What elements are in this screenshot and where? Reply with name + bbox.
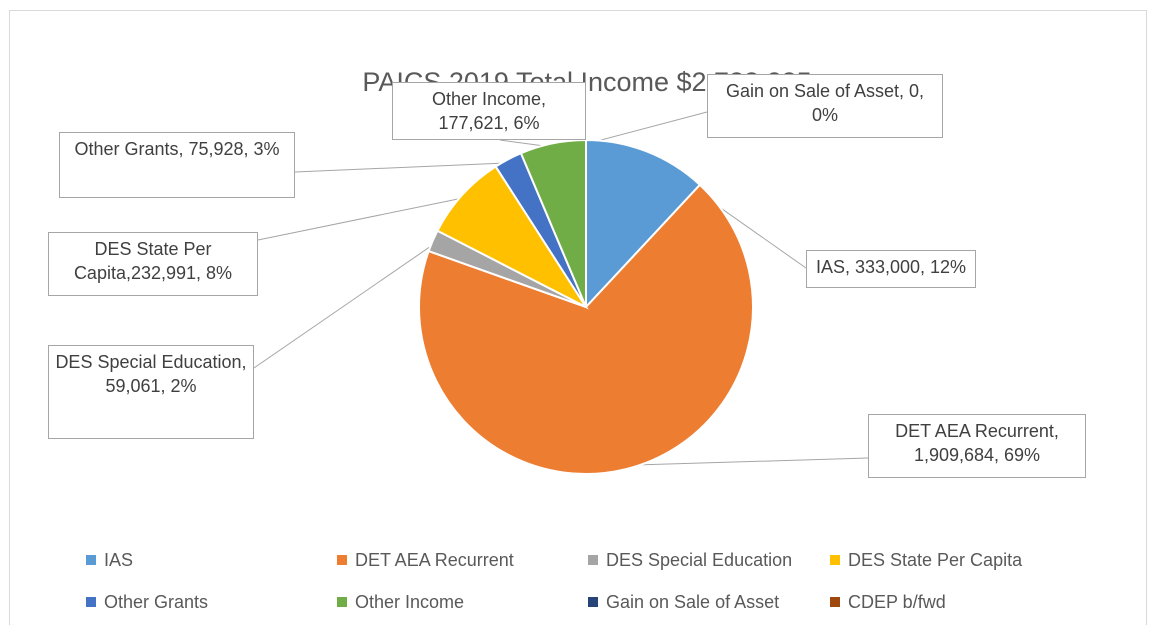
- pie-slice-des-state-per-capita: [436, 165, 589, 310]
- leader-line: [585, 111, 708, 145]
- pie-slice-ias: [585, 138, 702, 310]
- pie-slice-det-aea-recurrent: [418, 183, 754, 475]
- data-label-des-special-education: DES Special Education, 59,061, 2%: [48, 345, 254, 439]
- pie-slice-other-income: [519, 138, 587, 308]
- leader-line: [253, 241, 437, 369]
- data-label-des-state-per-capita: DES State Per Capita,232,991, 8%: [48, 232, 258, 296]
- leader-line: [294, 162, 510, 173]
- data-label-det-aea-recurrent: DET AEA Recurrent, 1,909,684, 69%: [868, 414, 1086, 478]
- pie-slices: [418, 138, 754, 475]
- chart-frame: [9, 10, 1147, 625]
- data-label-ias: IAS, 333,000, 12%: [806, 250, 976, 288]
- leader-line: [624, 457, 869, 466]
- data-label-other-income: Other Income, 177,621, 6%: [392, 82, 586, 140]
- data-label-gain-on-sale-of-asset: Gain on Sale of Asset, 0, 0%: [707, 74, 943, 138]
- leader-line: [257, 196, 466, 241]
- data-label-other-grants: Other Grants, 75,928, 3%: [59, 132, 295, 198]
